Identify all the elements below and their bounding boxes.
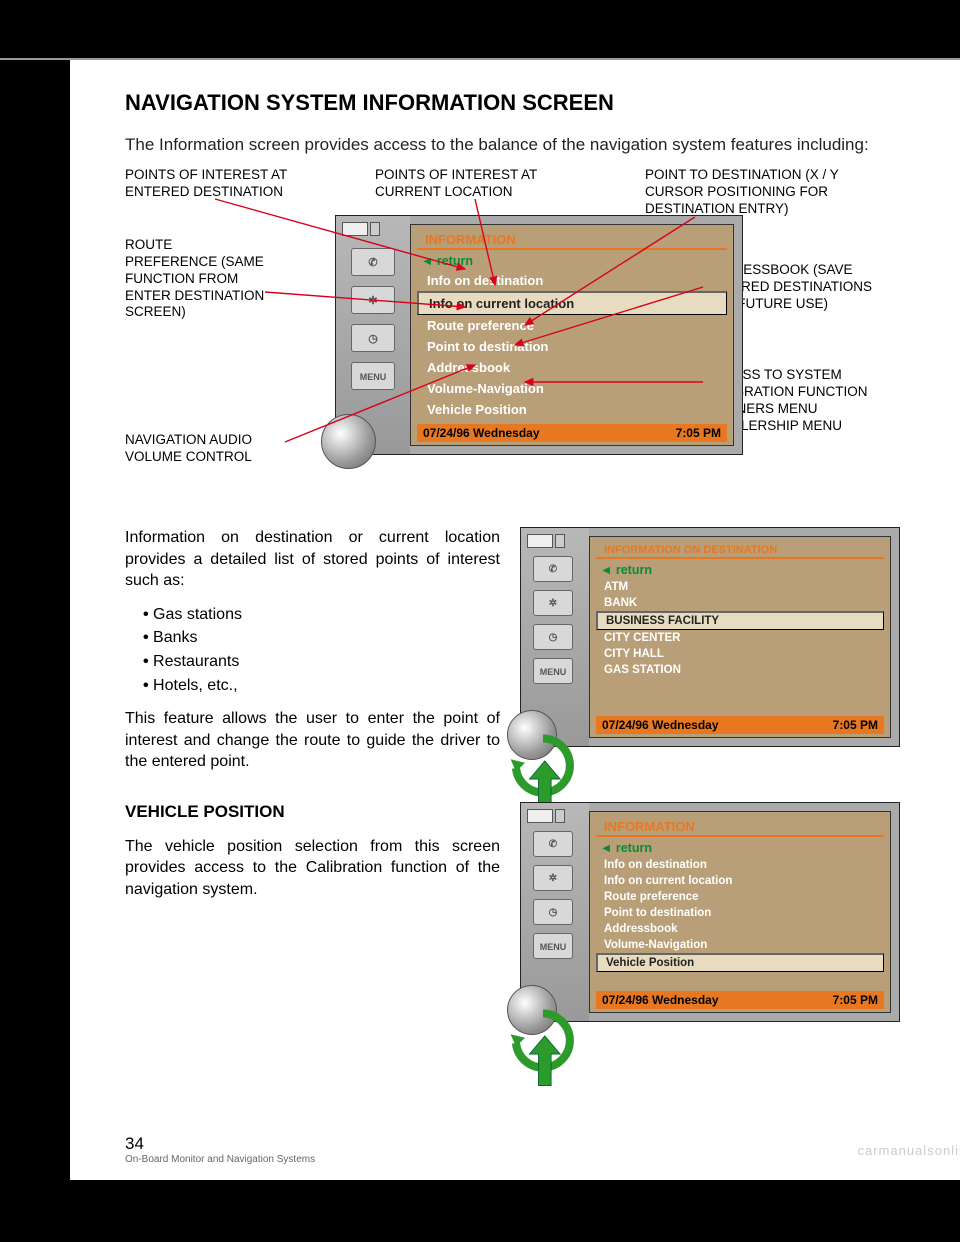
page-number: 34 [125,1134,315,1154]
list-item: Gas stations [143,604,500,626]
status-date: 07/24/96 Wednesday [602,718,719,732]
page-footer: 34 On-Board Monitor and Navigation Syste… [125,1134,315,1165]
menu-item[interactable]: Vehicle Position [417,399,727,420]
status-bar: 07/24/96 Wednesday 7:05 PM [417,424,727,442]
fan-button[interactable]: ✲ [533,590,573,616]
menu-item[interactable]: Info on destination [596,857,884,873]
footer-text: On-Board Monitor and Navigation Systems [125,1154,315,1165]
right-screens: ✆ ✲ ◷ MENU INFORMATION ON DESTINATION re… [520,527,905,1052]
clock-button[interactable]: ◷ [351,324,395,352]
return-link[interactable]: return [590,839,890,857]
body-1: Information on destination or current lo… [125,527,500,592]
status-date: 07/24/96 Wednesday [423,426,540,440]
menu-item[interactable]: Point to destination [596,905,884,921]
intro-text: The Information screen provides access t… [125,134,905,157]
middle-text: Information on destination or current lo… [125,527,500,1052]
watermark: carmanualsonline.info [858,1143,960,1158]
screen-panel: INFORMATION return Info on destinationIn… [410,224,734,446]
screen-bezel-side: ✆ ✲ ◷ MENU [336,216,410,454]
poi-list: Gas stations Banks Restaurants Hotels, e… [143,604,500,696]
menu-item[interactable]: Addressbook [596,921,884,937]
menu-item[interactable]: Volume-Navigation [417,378,727,399]
menu-item[interactable]: Point to destination [417,336,727,357]
vp-body: The vehicle position selection from this… [125,836,500,901]
callout-route-pref: ROUTE PREFERENCE (SAME FUNCTION FROM ENT… [125,237,265,321]
return-link[interactable]: return [590,561,890,579]
nav-screen-vp: ✆ ✲ ◷ MENU INFORMATION return Info on de… [520,802,900,1022]
middle-section: Information on destination or current lo… [125,527,905,1052]
menu-item[interactable]: Info on destination [417,270,727,291]
clock-button[interactable]: ◷ [533,624,573,650]
screen-3-wrap: ✆ ✲ ◷ MENU INFORMATION return Info on de… [520,802,900,1052]
menu-button[interactable]: MENU [533,658,573,684]
menu-item[interactable]: Route preference [596,889,884,905]
menu-item[interactable]: GAS STATION [596,662,884,678]
status-time: 7:05 PM [833,993,878,1007]
nav-screen-poi: ✆ ✲ ◷ MENU INFORMATION ON DESTINATION re… [520,527,900,747]
return-link[interactable]: return [411,252,733,270]
nav-screen-main: ✆ ✲ ◷ MENU INFORMATION return Info on de… [335,215,743,455]
callout-poi-cur: POINTS OF INTEREST AT CURRENT LOCATION [375,167,555,201]
panel-title: INFORMATION [417,228,727,250]
menu-item[interactable]: CITY CENTER [596,630,884,646]
list-item: Restaurants [143,651,500,673]
menu-item[interactable]: Route preference [417,315,727,336]
menu-item[interactable]: BANK [596,595,884,611]
vp-heading: VEHICLE POSITION [125,801,500,824]
clock-button[interactable]: ◷ [533,899,573,925]
body-2: This feature allows the user to enter th… [125,708,500,773]
callout-poi-dest: POINTS OF INTEREST AT ENTERED DESTINATIO… [125,167,315,201]
bezel-indicator-2 [555,534,565,548]
status-time: 7:05 PM [676,426,721,440]
fan-button[interactable]: ✲ [533,865,573,891]
screen-2-wrap: ✆ ✲ ◷ MENU INFORMATION ON DESTINATION re… [520,527,900,777]
menu-item[interactable]: Info on current location [417,291,727,315]
menu-item[interactable]: CITY HALL [596,646,884,662]
menu-button[interactable]: MENU [351,362,395,390]
phone-button[interactable]: ✆ [351,248,395,276]
rotate-arrow-icon [498,1000,588,1090]
status-date: 07/24/96 Wednesday [602,993,719,1007]
panel-title: INFORMATION ON DESTINATION [596,540,884,559]
menu-item[interactable]: Addressbook [417,357,727,378]
status-time: 7:05 PM [833,718,878,732]
page: NAVIGATION SYSTEM INFORMATION SCREEN The… [70,60,960,1180]
bezel-indicator [342,222,368,236]
menu-item[interactable]: Vehicle Position [596,953,884,972]
rotary-knob[interactable] [321,414,376,469]
bezel-indicator [527,809,553,823]
bezel-indicator-2 [370,222,380,236]
list-item: Banks [143,627,500,649]
page-title: NAVIGATION SYSTEM INFORMATION SCREEN [125,90,905,116]
diagram-callouts: POINTS OF INTEREST AT ENTERED DESTINATIO… [125,167,905,517]
menu-item[interactable]: BUSINESS FACILITY [596,611,884,630]
bezel-indicator [527,534,553,548]
panel-title: INFORMATION [596,815,884,837]
callout-point-to: POINT TO DESTINATION (X / Y CURSOR POSIT… [645,167,855,218]
menu-item[interactable]: ATM [596,579,884,595]
menu-button[interactable]: MENU [533,933,573,959]
phone-button[interactable]: ✆ [533,556,573,582]
menu-item[interactable]: Info on current location [596,873,884,889]
bezel-indicator-2 [555,809,565,823]
top-border [0,0,960,60]
list-item: Hotels, etc., [143,675,500,697]
phone-button[interactable]: ✆ [533,831,573,857]
callout-volume: NAVIGATION AUDIO VOLUME CONTROL [125,432,295,466]
fan-button[interactable]: ✲ [351,286,395,314]
menu-item[interactable]: Volume-Navigation [596,937,884,953]
